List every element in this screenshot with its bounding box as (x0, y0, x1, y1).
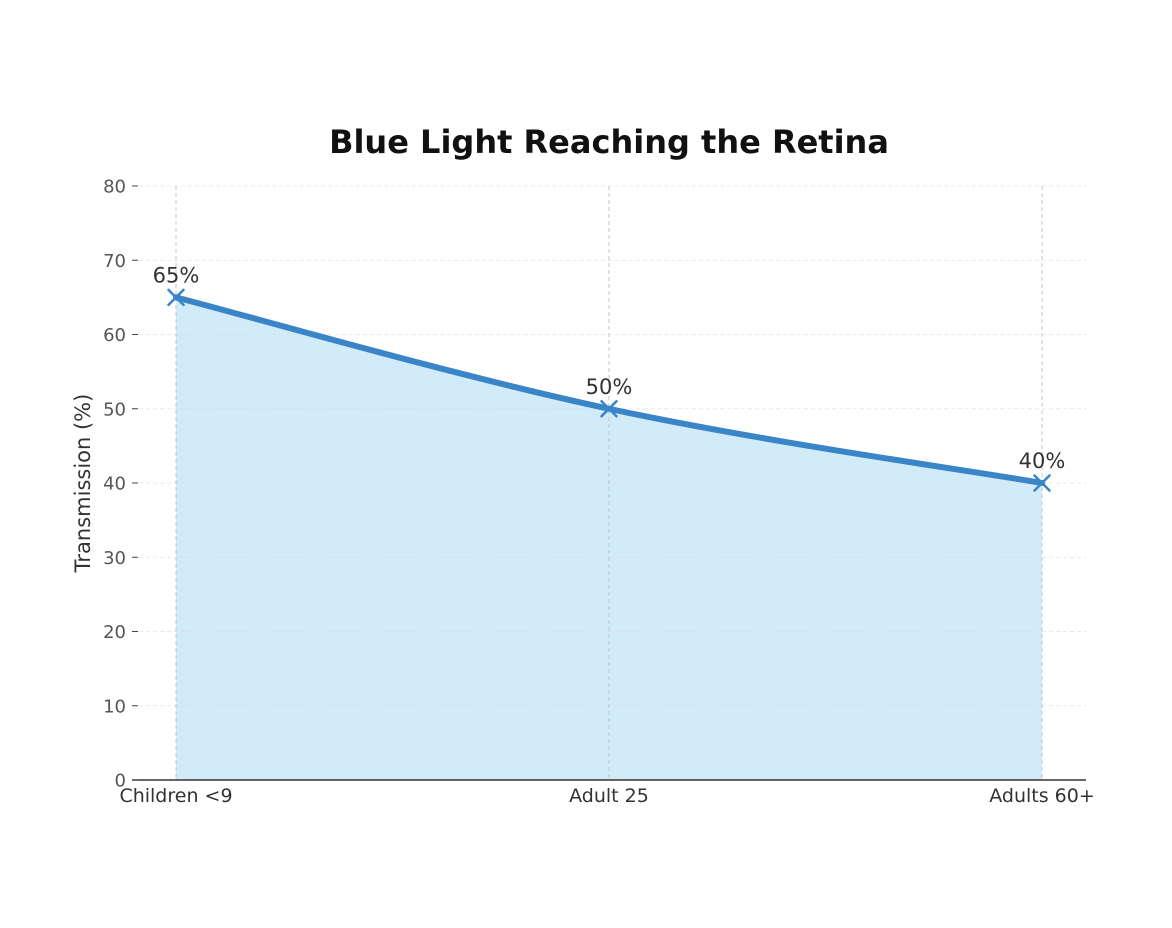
y-tick-label: 70 (103, 251, 126, 272)
y-tick-label: 30 (103, 548, 126, 569)
data-label: 40% (1019, 449, 1066, 473)
x-tick-label: Adult 25 (569, 785, 649, 807)
y-tick-label: 10 (103, 696, 126, 717)
y-tick-label: 20 (103, 622, 126, 643)
data-markers (167, 288, 1051, 492)
data-labels: 65% 50% 40% (153, 263, 1066, 473)
chart-title: Blue Light Reaching the Retina (329, 123, 889, 161)
y-tick-label: 80 (103, 177, 126, 198)
y-tick-label: 50 (103, 399, 126, 420)
data-point-marker (600, 399, 618, 418)
y-tick-label: 40 (103, 474, 126, 495)
y-tick-label: 60 (103, 325, 126, 346)
x-tick-label: Adults 60+ (989, 785, 1095, 807)
plot-area: 0 10 20 30 40 50 60 70 80 65% 50% 40% Children <9 A… (103, 177, 1095, 808)
y-axis-label: Transmission (%) (71, 394, 95, 574)
y-axis-ticks: 0 10 20 30 40 50 60 70 80 (103, 177, 138, 792)
x-tick-label: Children <9 (119, 785, 232, 807)
data-point-marker (1033, 474, 1051, 492)
data-label: 50% (586, 375, 633, 399)
data-label: 65% (153, 263, 200, 287)
x-axis-ticks: Children <9 Adult 25 Adults 60+ (119, 785, 1094, 807)
data-point-marker (167, 288, 185, 307)
y-tick-label: 0 (115, 771, 126, 792)
